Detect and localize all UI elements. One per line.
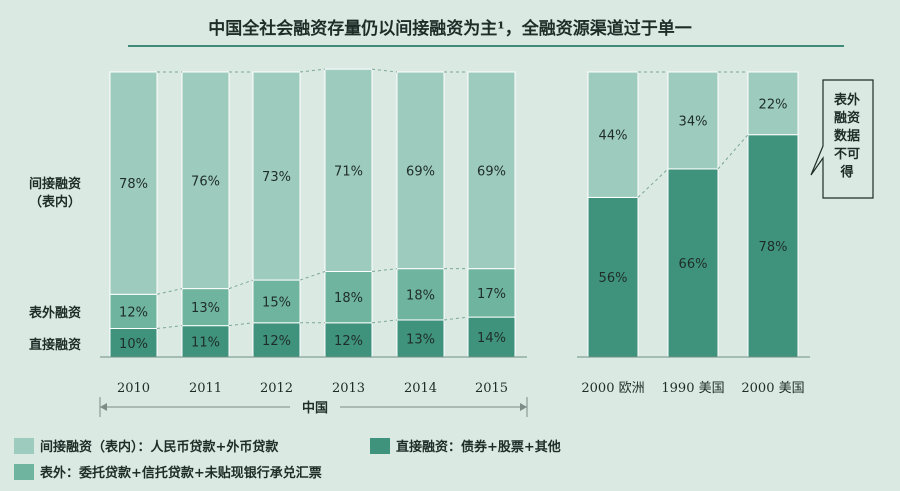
bar-intl-2-0 xyxy=(747,134,799,358)
x-tick-label: 2010 xyxy=(117,381,150,396)
callout-line: 数据 xyxy=(833,129,860,144)
bar-intl-1-0 xyxy=(667,168,719,358)
chart-title: 中国全社会融资存量仍以间接融资为主¹，全融资源渠道过于单一 xyxy=(208,19,692,39)
data-label: 12% xyxy=(334,334,363,349)
row-label: 间接融资 xyxy=(29,176,81,192)
data-label: 69% xyxy=(406,164,435,179)
china-bars: 10% 11% 12% 12% 13% 14% 12% 13% 15% 18% 18% 17% 78% 7… xyxy=(109,68,516,358)
callout-line: 不可 xyxy=(833,147,860,162)
callout-line: 融资 xyxy=(833,111,860,126)
x-tick-label: 2011 xyxy=(189,381,222,396)
data-label: 12% xyxy=(262,334,291,349)
x-tick-label: 2000 美国 xyxy=(741,381,804,396)
connector-line xyxy=(637,168,669,198)
bar-intl-2-1 xyxy=(747,71,799,136)
callout-box xyxy=(810,79,874,199)
legend-indirect: 间接融资（表内）：人民币贷款+外币贷款 xyxy=(14,436,278,455)
data-label: 71% xyxy=(334,164,363,179)
data-label: 78% xyxy=(119,177,148,192)
legend-offbalance: 表外：委托贷款+信托贷款+未贴现银行承兑汇票 xyxy=(14,462,322,481)
data-label: 73% xyxy=(262,170,291,185)
bar-2011-1 xyxy=(181,288,230,327)
x-tick-label: 2015 xyxy=(475,381,508,396)
group-label: 中国 xyxy=(302,400,328,416)
callout-line: 表外 xyxy=(833,93,860,108)
bar-intl-1-1 xyxy=(667,71,719,170)
bar-2012-2 xyxy=(252,71,301,281)
data-label: 18% xyxy=(334,291,363,306)
bar-2010-1 xyxy=(109,293,158,329)
connector-line xyxy=(717,134,749,170)
bar-2014-2 xyxy=(396,71,445,270)
connector-line xyxy=(371,319,398,324)
china-bracket: 中国 xyxy=(99,397,528,417)
bar-2013-0 xyxy=(324,322,373,358)
axis-labels: 2010 2011 2012 2013 2014 2015 间接融资 （表内） 表外融资直接融资… xyxy=(28,176,810,396)
x-tick-label: 1990 美国 xyxy=(661,381,724,396)
x-tick-label: 2000 欧洲 xyxy=(581,381,644,396)
legend-label-indirect: 间接融资（表内）：人民币贷款+外币贷款 xyxy=(40,440,279,455)
data-label: 11% xyxy=(191,335,220,350)
data-label: 12% xyxy=(119,305,148,320)
legend-direct: 直接融资：债券+股票+其他 xyxy=(370,436,561,455)
x-tick-label: 2013 xyxy=(332,381,365,396)
x-tick-label: 2012 xyxy=(260,381,293,396)
bar-2011-2 xyxy=(181,71,230,290)
bar-2010-2 xyxy=(109,71,158,295)
bar-2015-2 xyxy=(467,71,516,270)
legend-label-offbalance: 表外：委托贷款+信托贷款+未贴现银行承兑汇票 xyxy=(40,466,322,481)
data-label: 66% xyxy=(679,257,708,272)
title-divider xyxy=(128,45,844,47)
row-label: 表外融资 xyxy=(28,305,81,321)
data-label: 69% xyxy=(477,164,506,179)
bar-2012-0 xyxy=(252,322,301,358)
data-label: 13% xyxy=(191,301,220,316)
bar-2015-1 xyxy=(467,268,516,318)
bar-2013-2 xyxy=(324,68,373,273)
data-label: 14% xyxy=(477,331,506,346)
connector-line xyxy=(228,322,254,327)
legend-swatch-direct xyxy=(370,437,390,454)
callout-line: 得 xyxy=(840,165,854,180)
bar-2012-1 xyxy=(252,279,301,324)
connector-line xyxy=(371,68,398,73)
data-label: 15% xyxy=(262,295,291,310)
x-tick-label: 2014 xyxy=(404,381,437,396)
legend-swatch-indirect xyxy=(14,437,34,454)
data-label: 34% xyxy=(679,114,708,129)
connector-line xyxy=(443,316,469,321)
data-label: 17% xyxy=(477,287,506,302)
data-label: 10% xyxy=(119,337,148,352)
connector-line xyxy=(228,279,254,290)
data-label: 76% xyxy=(191,174,220,189)
bar-2010-0 xyxy=(109,328,158,358)
connector-line xyxy=(299,271,326,281)
data-label: 56% xyxy=(599,271,628,286)
connector-line xyxy=(371,268,398,272)
data-label: 18% xyxy=(406,288,435,303)
bar-2014-1 xyxy=(396,268,445,321)
dashed-connectors xyxy=(156,68,749,329)
international-bars: 56% 66% 78% 44% 34% 22% xyxy=(587,71,799,358)
legend-swatch-offbalance xyxy=(14,463,34,480)
data-label: 78% xyxy=(759,240,788,255)
legend-label-direct: 直接融资：债券+股票+其他 xyxy=(396,440,561,455)
row-label: 直接融资 xyxy=(29,337,81,353)
connector-line xyxy=(156,288,183,295)
row-label: （表内） xyxy=(29,194,81,210)
data-label: 22% xyxy=(759,97,788,112)
connector-line xyxy=(156,325,183,329)
data-label: 44% xyxy=(599,129,628,144)
data-label: 13% xyxy=(406,332,435,347)
connector-line xyxy=(299,68,326,73)
callout-text: 表外 融资 数据 不可得 xyxy=(830,92,864,182)
bar-intl-0-1 xyxy=(587,71,639,198)
bar-2015-0 xyxy=(467,316,516,358)
